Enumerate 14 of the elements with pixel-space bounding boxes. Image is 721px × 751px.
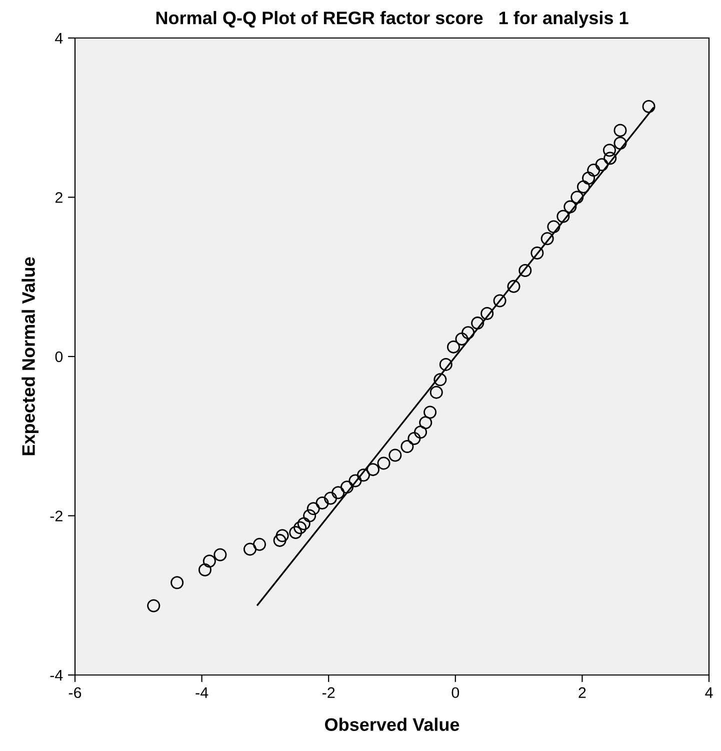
y-tick-label: 2 — [55, 192, 62, 203]
y-tick-label: -2 — [50, 510, 62, 522]
x-axis-title: Observed Value — [325, 718, 460, 731]
y-tick-label: 4 — [55, 33, 63, 44]
x-tick-label: 0 — [452, 687, 460, 698]
x-tick-label: -2 — [322, 687, 335, 698]
chart-title: Normal Q-Q Plot of REGR factor score 1 for analysis 1 — [156, 11, 628, 28]
x-tick-label: -6 — [68, 687, 82, 698]
y-tick-label: 0 — [55, 351, 63, 362]
y-axis-title: Expected Normal Value — [22, 257, 38, 456]
x-tick-label: 4 — [705, 687, 713, 698]
y-tick-label: -4 — [50, 670, 63, 681]
x-tick-label: -4 — [196, 687, 208, 698]
x-tick-label: 2 — [578, 687, 586, 698]
